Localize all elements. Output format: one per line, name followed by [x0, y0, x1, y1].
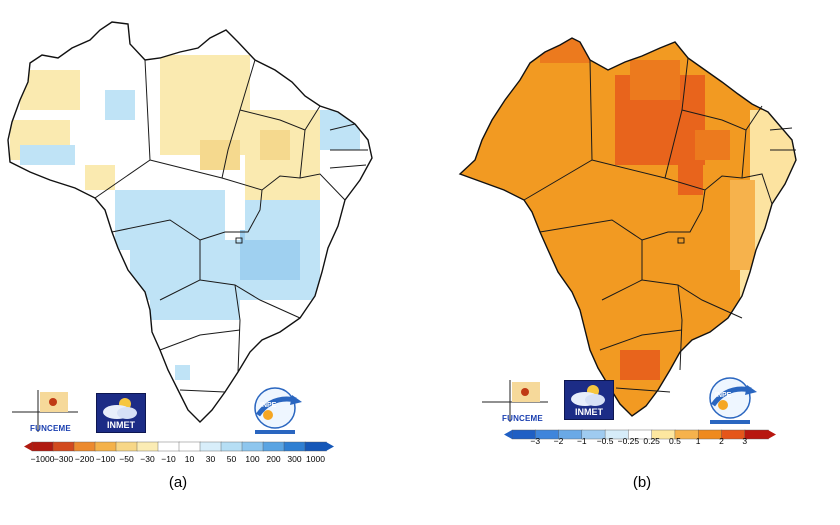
inmet-logo: INMET	[96, 393, 146, 433]
colorbar-swatch	[220, 441, 243, 452]
inpe-label-b: INPE	[715, 392, 732, 399]
colorbar-b	[504, 429, 776, 440]
cloud-sun-icon	[103, 398, 137, 419]
colorbar-max-arrow	[768, 430, 776, 439]
colorbar-swatch	[136, 441, 159, 452]
colorbar-tick-label: −50	[119, 454, 134, 464]
inmet-logo-b: INMET	[564, 380, 614, 420]
inmet-label: INMET	[107, 420, 135, 430]
colorbar-swatch	[157, 441, 180, 452]
colorbar-tick-label: 30	[205, 454, 216, 464]
brazil-temp-anomaly-map	[459, 37, 797, 440]
state-borders-a	[94, 59, 368, 393]
colorbar-swatch	[178, 441, 201, 452]
funceme-logo-b	[482, 380, 548, 422]
inpe-logo	[254, 387, 302, 434]
colorbar-tick-label: 100	[245, 454, 260, 464]
colorbar-swatch	[283, 441, 306, 452]
colorbar-swatch	[94, 441, 117, 452]
panel-label-a: (a)	[168, 474, 188, 491]
inpe-label: INPE	[260, 402, 277, 409]
colorbar-swatch	[262, 441, 285, 452]
map-panel-b: FUNCEME INMET INPE −3 −2 −1 −0.5 −0.25 0.25 0.…	[420, 0, 840, 525]
colorbar-min-arrow	[24, 442, 32, 451]
colorbar-max-arrow	[326, 442, 334, 451]
colorbar-swatch	[241, 441, 264, 452]
colorbar-swatch	[199, 441, 222, 452]
colorbar-tick-label: −3	[530, 436, 541, 446]
colorbar-swatch	[73, 441, 96, 452]
map-panel-a: FUNCEME INMET INPE −1000 −300 −200 −100 −50−…	[7, 21, 373, 491]
colorbar-tick-label: 300	[287, 454, 302, 464]
colorbar-tick-label: −200	[74, 454, 95, 464]
colorbar-tick-label: 200	[266, 454, 281, 464]
colorbar-swatch	[115, 441, 138, 452]
colorbar-min-arrow	[504, 430, 512, 439]
funceme-logo	[12, 390, 78, 432]
colorbar-tick-label: −300	[53, 454, 74, 464]
inmet-label-b: INMET	[575, 407, 603, 417]
colorbar-a	[24, 441, 334, 452]
colorbar-tick-label: 0.5	[668, 436, 681, 446]
colorbar-tick-label: 2	[719, 436, 724, 446]
colorbar-tick-label: 10	[184, 454, 195, 464]
funceme-label-b: FUNCEME	[502, 414, 543, 423]
anomaly-fill-b	[460, 38, 796, 416]
colorbar-swatch	[304, 441, 327, 452]
colorbar-tick-label: 50	[226, 454, 237, 464]
colorbar-tick-label: −0.25	[617, 436, 640, 446]
colorbar-tick-label: −100	[95, 454, 116, 464]
colorbar-tick-label: −10	[161, 454, 176, 464]
state-borders-b	[523, 57, 796, 393]
cloud-sun-icon	[571, 385, 605, 406]
colorbar-tick-label: 0.25	[643, 436, 660, 446]
funceme-label: FUNCEME	[30, 424, 71, 433]
colorbar-swatch	[31, 441, 54, 452]
colorbar-swatch	[744, 429, 769, 440]
brazil-precip-anomaly-map	[7, 21, 373, 452]
colorbar-swatch	[52, 441, 75, 452]
panel-label-b: (b)	[632, 474, 652, 491]
colorbar-tick-label: 1000	[306, 454, 325, 464]
colorbar-tick-label: −0.5	[596, 436, 614, 446]
colorbar-tick-label: −1000	[30, 454, 55, 464]
inpe-logo-b	[709, 377, 757, 424]
colorbar-tick-label: −1	[576, 436, 587, 446]
colorbar-tick-label: 3	[742, 436, 748, 446]
colorbar-tick-label: −2	[553, 436, 564, 446]
colorbar-tick-label: −30	[140, 454, 155, 464]
colorbar-tick-label: 1	[695, 436, 701, 446]
